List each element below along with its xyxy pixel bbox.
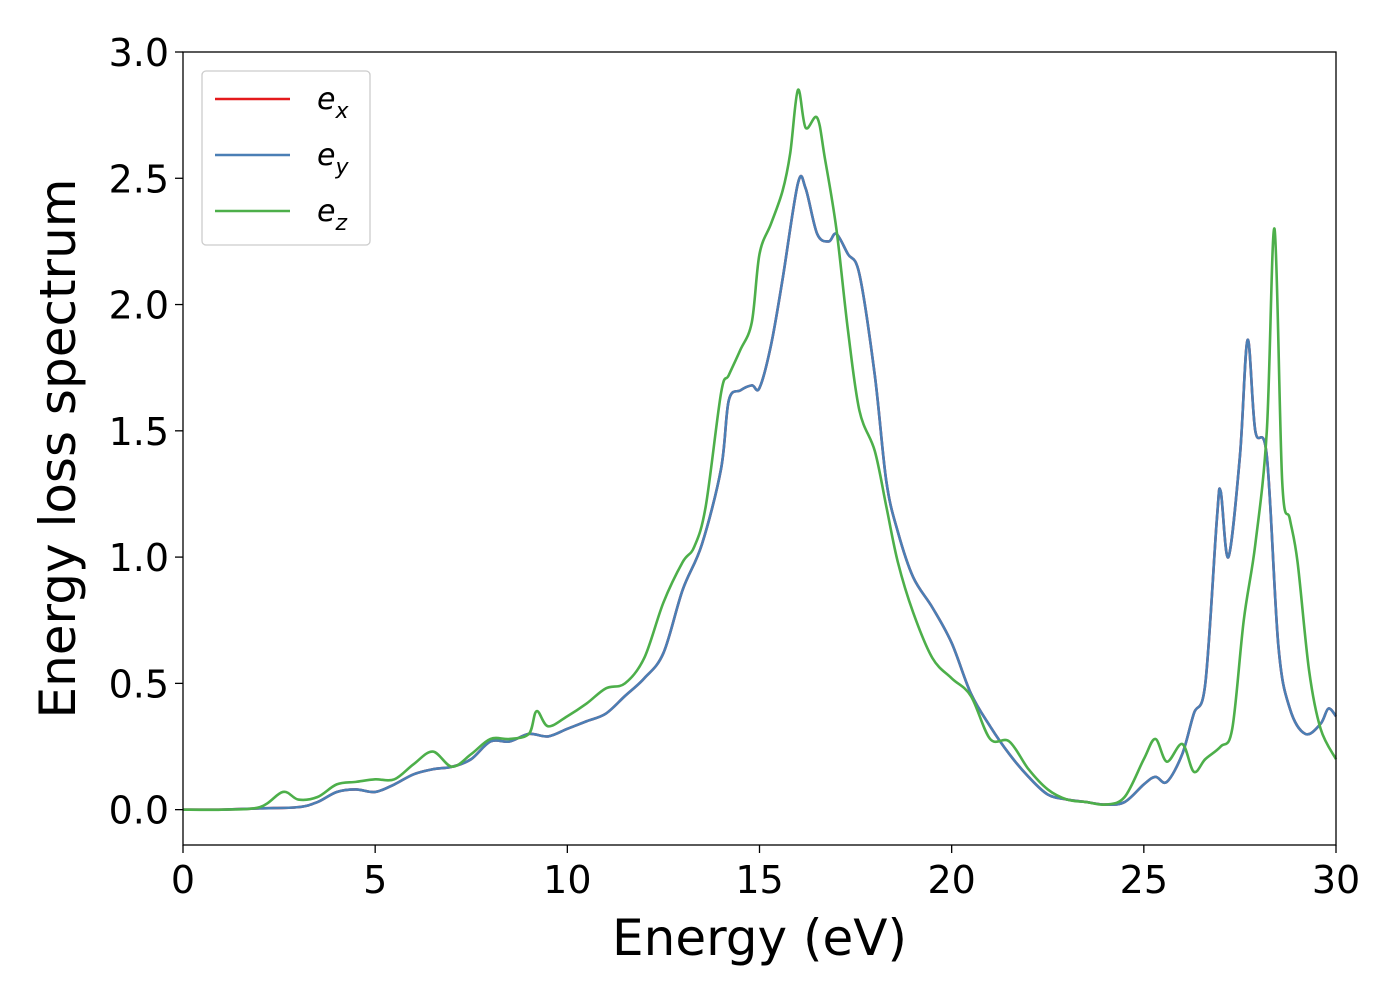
series-line-e-z [182, 88, 1338, 812]
y-tick-label: 0.0 [109, 789, 169, 833]
y-tick-label: 1.5 [109, 410, 169, 454]
x-tick-label: 10 [543, 858, 591, 902]
legend-label-e-x: ex [317, 82, 349, 124]
x-axis-label: Energy (eV) [612, 909, 907, 967]
x-tick-label: 25 [1120, 858, 1168, 902]
series-line-e-x [182, 174, 1338, 812]
y-tick-label: 0.5 [109, 662, 169, 706]
series-layer [182, 88, 1338, 812]
legend: ex ey ez [201, 70, 371, 246]
x-tick-label: 30 [1312, 858, 1360, 902]
legend-label-e-y: ey [317, 138, 349, 180]
x-tick-label: 0 [171, 858, 195, 902]
y-tick-label: 2.0 [109, 284, 169, 328]
y-axis-label: Energy loss spectrum [29, 178, 87, 718]
x-tick-label: 15 [735, 858, 783, 902]
x-tick-label: 20 [927, 858, 975, 902]
y-tick-label: 3.0 [109, 31, 169, 75]
y-tick-label: 1.0 [109, 536, 169, 580]
y-axis-ticks: 0.0 0.5 1.0 1.5 2.0 2.5 3.0 [109, 31, 183, 833]
series-line-e-y [182, 174, 1338, 812]
y-tick-label: 2.5 [109, 157, 169, 201]
x-axis-ticks: 0 5 10 15 20 25 30 [171, 845, 1360, 902]
legend-frame [201, 70, 371, 246]
x-tick-label: 5 [363, 858, 387, 902]
legend-label-e-z: ez [317, 194, 347, 236]
